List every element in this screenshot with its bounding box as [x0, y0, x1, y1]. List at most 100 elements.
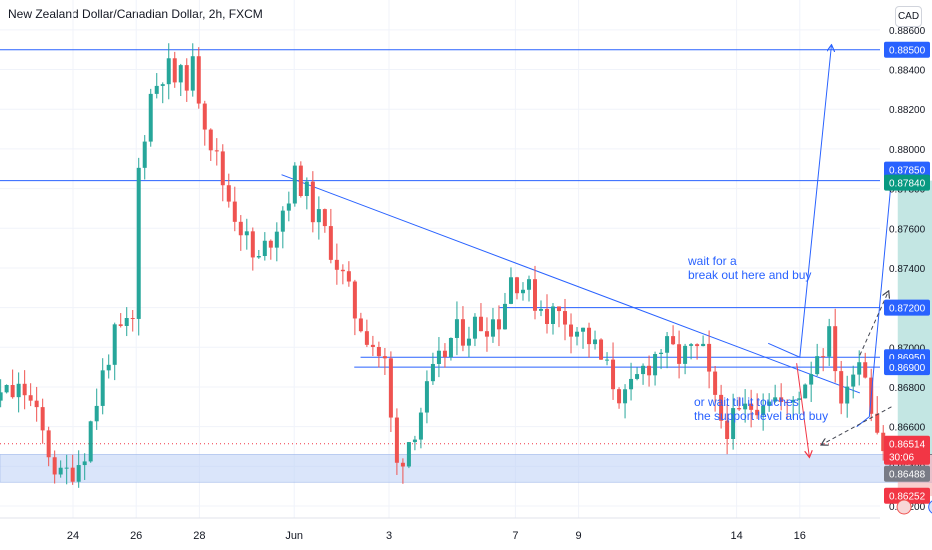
candle-body: [382, 356, 387, 359]
event-markers: 2: [896, 499, 932, 515]
candle-body: [827, 326, 832, 357]
candle-body: [815, 356, 820, 375]
candle-body: [653, 354, 658, 376]
candle-body: [22, 383, 27, 396]
price-tag: [884, 487, 930, 504]
candle-body: [671, 336, 676, 345]
candle: [214, 138, 219, 166]
price-tag: [884, 161, 930, 178]
x-tick-label: 24: [67, 530, 79, 542]
candle-body: [785, 401, 790, 403]
candle-body: [587, 327, 592, 345]
candle: [94, 388, 99, 430]
candle: [76, 450, 81, 488]
candle-body: [635, 374, 640, 379]
candle: [785, 399, 790, 420]
candle: [274, 222, 279, 262]
candle-body: [118, 324, 123, 326]
candle-body: [833, 326, 838, 372]
candle-body: [268, 240, 273, 248]
candle: [448, 337, 453, 361]
arrow-dashed-up: [859, 292, 888, 356]
price-tag-text: 0.87840: [889, 179, 926, 190]
candle-body: [190, 56, 195, 91]
candle: [190, 43, 195, 97]
candle-body: [412, 439, 417, 443]
candle-body: [538, 308, 543, 311]
candle-body: [388, 358, 393, 418]
candle-body: [328, 226, 333, 260]
candle-body: [803, 384, 808, 399]
candle: [208, 128, 213, 161]
candle: [52, 450, 57, 484]
candle-body: [508, 277, 513, 304]
candle: [220, 144, 225, 202]
candle: [454, 301, 459, 356]
annotation-breakout-line: break out here and buy: [688, 268, 811, 282]
candle-body: [611, 359, 616, 390]
candle: [196, 47, 201, 109]
candle: [226, 173, 231, 208]
y-tick-label: 0.88600: [889, 26, 926, 37]
y-tick-label: 0.87400: [889, 264, 926, 275]
candle-body: [214, 150, 219, 152]
arrow-up-short: [856, 179, 892, 428]
candle: [28, 383, 33, 407]
candle-body: [875, 413, 880, 433]
candle-body: [220, 151, 225, 186]
candle: [496, 305, 501, 347]
candle-body: [839, 371, 844, 404]
event-flag-icon[interactable]: [896, 499, 912, 515]
candle-body: [496, 319, 501, 330]
candle-body: [551, 306, 556, 324]
candle: [683, 343, 688, 375]
candle-body: [755, 409, 760, 416]
candle: [238, 215, 243, 251]
candle-body: [4, 385, 9, 393]
candle-body: [605, 359, 610, 361]
candle: [388, 351, 393, 432]
candle-body: [725, 420, 730, 440]
candle: [725, 404, 730, 455]
candle-body: [10, 385, 15, 398]
candle: [773, 384, 778, 403]
candle: [382, 347, 387, 375]
candle: [124, 307, 129, 337]
candle-body: [809, 374, 814, 385]
candle-body: [100, 370, 105, 406]
candle: [34, 386, 39, 422]
currency-button[interactable]: CAD: [895, 6, 922, 27]
trendline-layer: [281, 174, 861, 394]
candle: [653, 351, 658, 386]
candle-body: [749, 403, 754, 410]
candle: [737, 396, 742, 411]
candle: [647, 355, 652, 387]
candle: [142, 135, 147, 180]
candle: [22, 370, 27, 410]
candle: [244, 218, 249, 250]
event-flag-icon[interactable]: [928, 500, 932, 514]
candle: [701, 335, 706, 347]
candle-body: [665, 336, 670, 353]
candle: [64, 454, 69, 485]
candle: [749, 389, 754, 428]
candle: [815, 343, 820, 376]
candle-body: [358, 318, 363, 332]
candle-body: [34, 400, 39, 408]
annotation-touch-line: the support level and buy: [694, 409, 828, 423]
candle-body: [352, 281, 357, 319]
level-price-text: 0.88500: [889, 46, 926, 57]
candle: [130, 310, 135, 332]
candle: [875, 396, 880, 435]
candle: [148, 88, 153, 147]
candle-body: [845, 386, 850, 404]
candle: [358, 312, 363, 333]
y-tick-label: 0.88000: [889, 145, 926, 156]
candle: [617, 387, 622, 409]
candle: [671, 325, 676, 346]
candle-body: [262, 240, 267, 257]
y-tick-label: 0.86800: [889, 383, 926, 394]
descending-trendline: [281, 174, 861, 394]
